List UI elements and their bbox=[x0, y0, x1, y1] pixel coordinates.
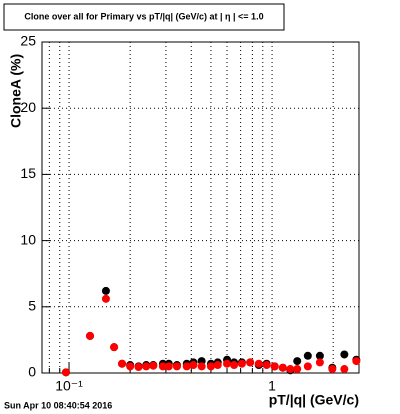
point bbox=[126, 362, 135, 371]
x-tick-label: 1 bbox=[268, 378, 276, 394]
point bbox=[142, 362, 151, 371]
point bbox=[303, 362, 312, 371]
y-axis-label: CloneA (%) bbox=[8, 54, 24, 128]
point bbox=[315, 358, 324, 367]
point bbox=[189, 361, 198, 370]
y-tick-label: 10 bbox=[20, 231, 36, 247]
point bbox=[315, 351, 324, 360]
x-tick-label: 10⁻¹ bbox=[55, 378, 83, 394]
y-tick-label: 15 bbox=[20, 165, 36, 181]
x-axis-label: pT/|q| (GeV/c) bbox=[269, 392, 359, 408]
point bbox=[278, 363, 287, 372]
point bbox=[230, 361, 239, 370]
point bbox=[158, 362, 167, 371]
point bbox=[237, 359, 246, 368]
point bbox=[340, 350, 349, 359]
point bbox=[223, 359, 232, 368]
point bbox=[286, 365, 295, 374]
chart-title: Clone over all for Primary vs pT/|q| (Ge… bbox=[24, 11, 263, 21]
point bbox=[328, 365, 337, 374]
point bbox=[101, 294, 110, 303]
point bbox=[352, 357, 361, 366]
point bbox=[197, 362, 206, 371]
point bbox=[164, 362, 173, 371]
point bbox=[303, 351, 312, 360]
y-tick-label: 25 bbox=[20, 33, 36, 49]
point bbox=[134, 363, 143, 372]
footer: Sun Apr 10 08:40:54 2016 bbox=[4, 400, 112, 410]
y-tick-label: 20 bbox=[20, 99, 36, 115]
point bbox=[101, 286, 110, 295]
point bbox=[118, 359, 127, 368]
point bbox=[206, 362, 215, 371]
point bbox=[262, 361, 271, 370]
point bbox=[61, 368, 70, 377]
point bbox=[254, 359, 263, 368]
title-box bbox=[3, 3, 285, 31]
point bbox=[340, 365, 349, 374]
point bbox=[86, 331, 95, 340]
point bbox=[110, 343, 119, 352]
plot-frame bbox=[41, 41, 360, 374]
y-tick-label: 0 bbox=[28, 364, 36, 380]
point bbox=[293, 357, 302, 366]
point bbox=[182, 362, 191, 371]
point bbox=[246, 358, 255, 367]
point bbox=[293, 365, 302, 374]
point bbox=[270, 362, 279, 371]
point bbox=[149, 361, 158, 370]
point bbox=[213, 361, 222, 370]
y-tick-label: 5 bbox=[28, 298, 36, 314]
point bbox=[172, 362, 181, 371]
